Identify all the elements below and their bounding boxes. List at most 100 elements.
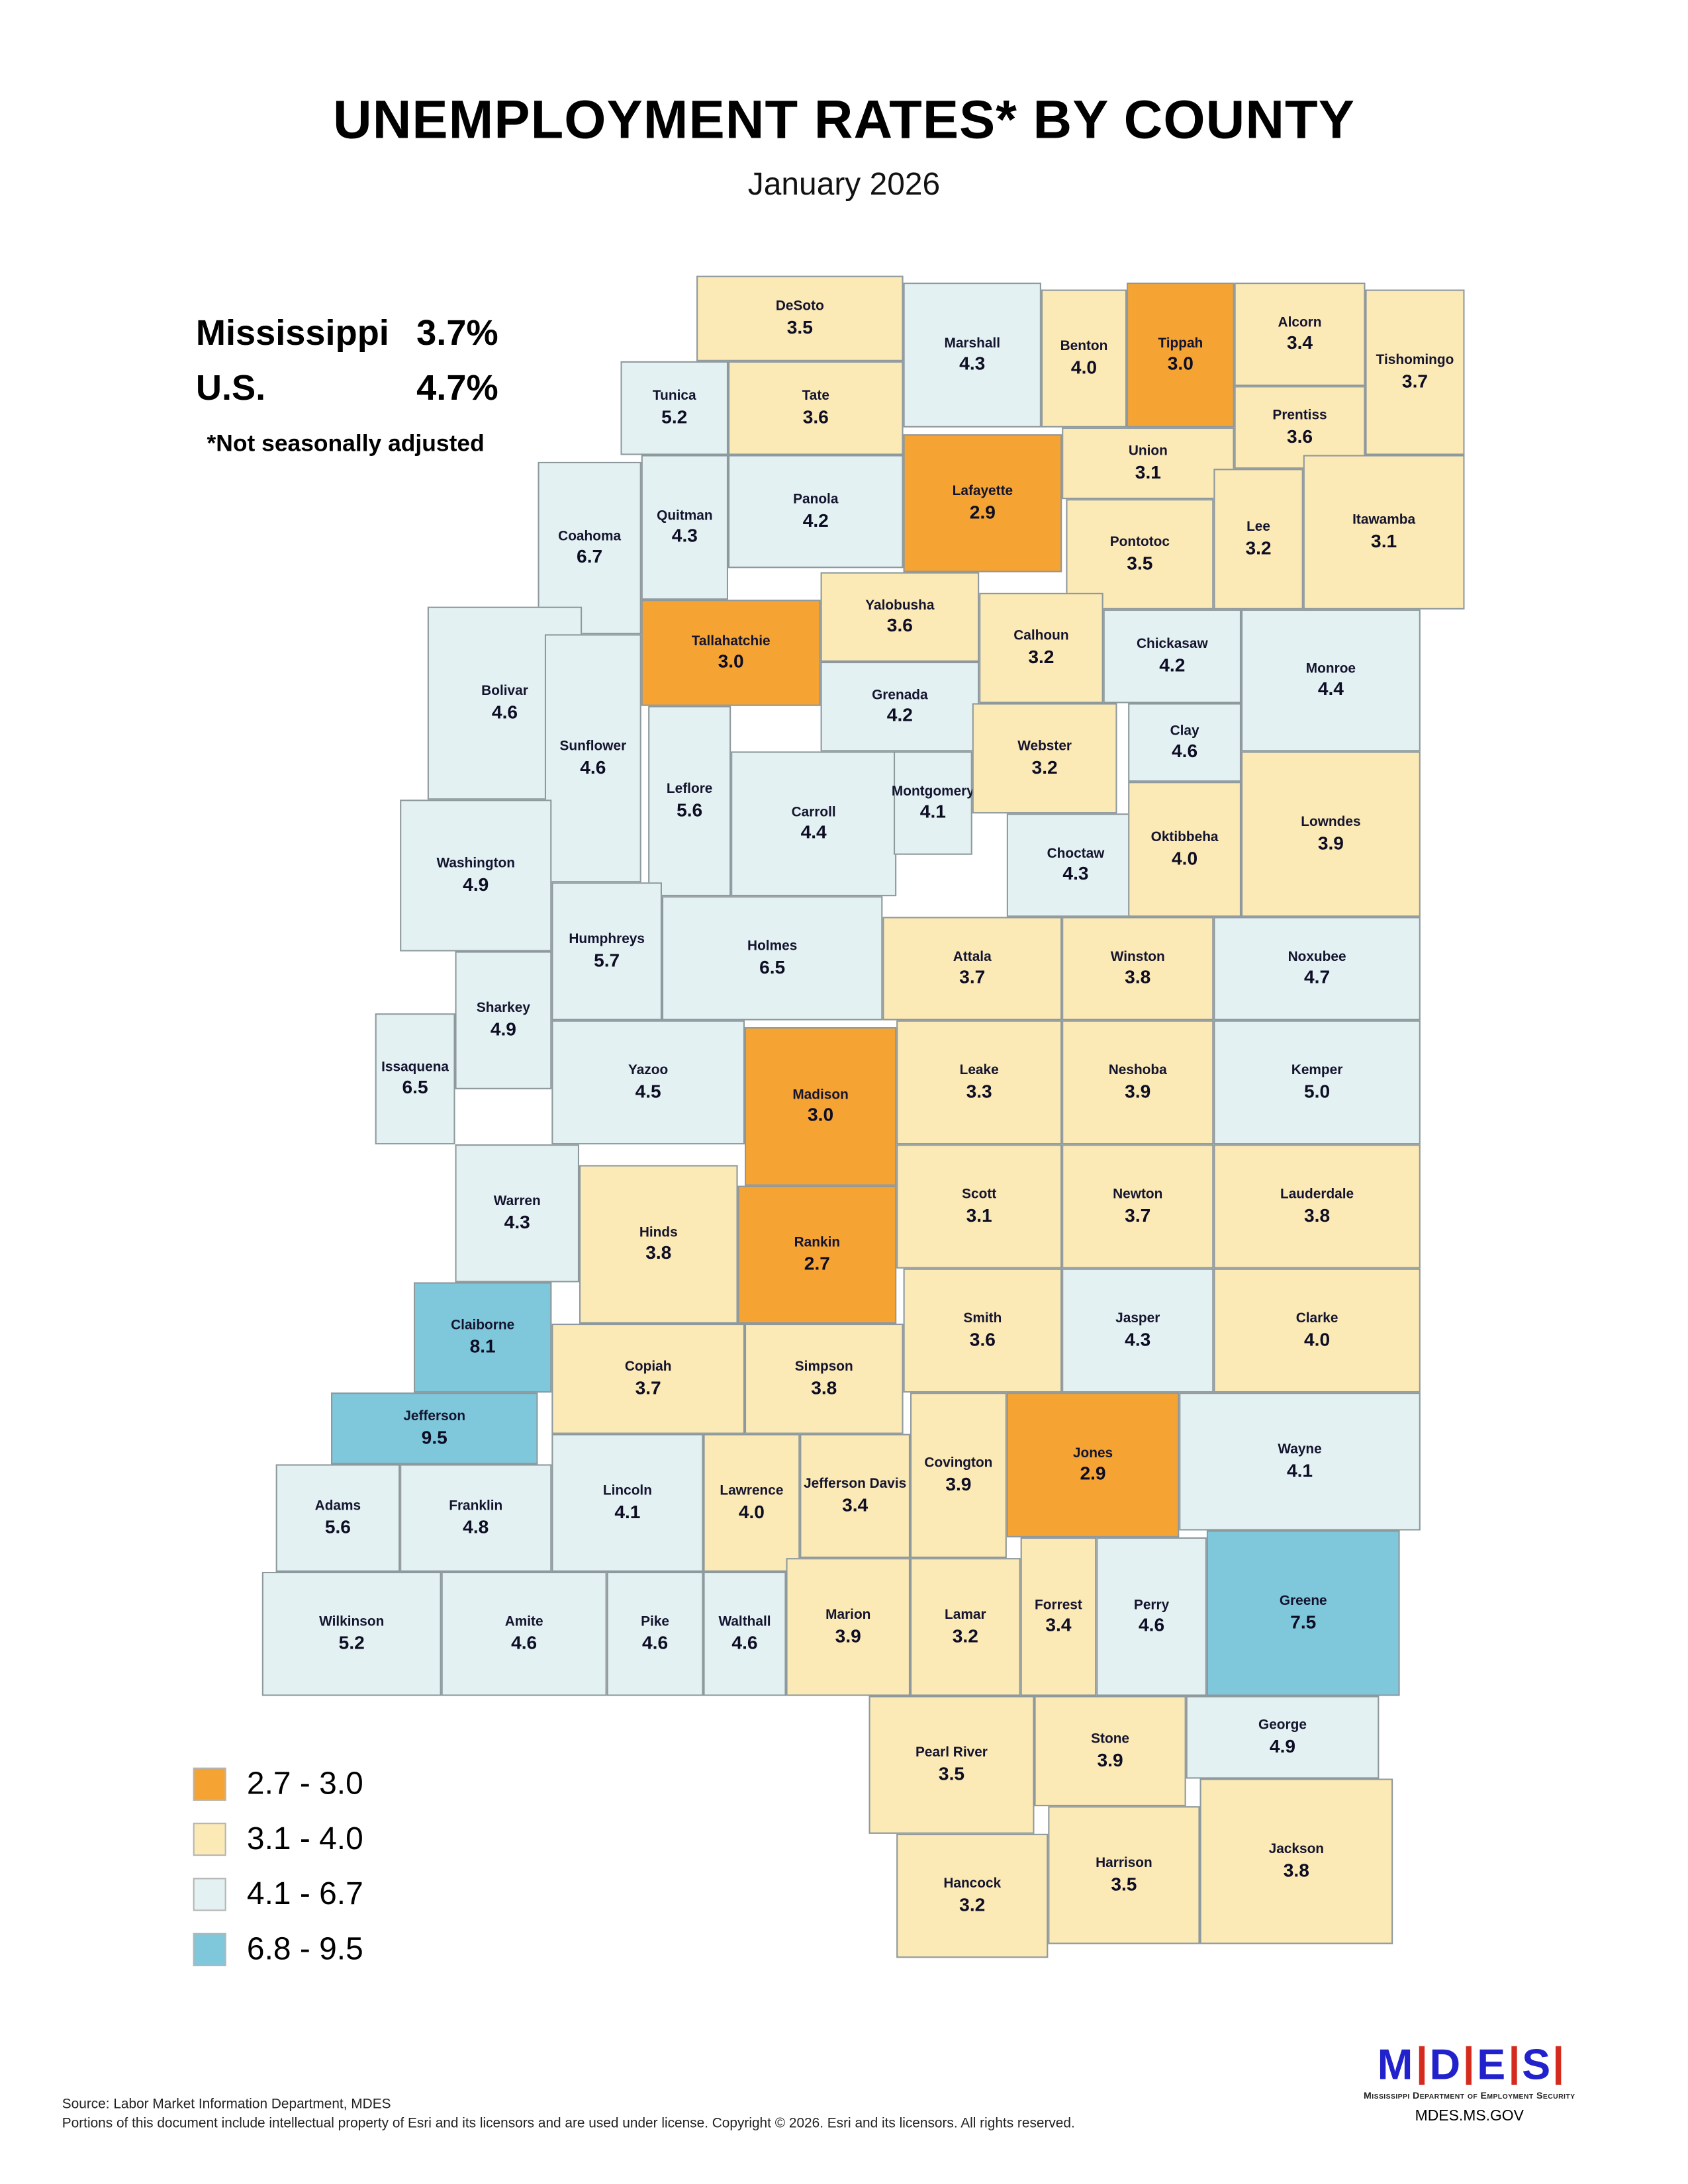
county-alcorn: Alcorn 3.4 [1234, 283, 1366, 387]
county-rate: 4.5 [635, 1080, 661, 1101]
logo-separator-bar [1466, 2046, 1472, 2085]
county-name: Walthall [718, 1615, 771, 1631]
county-hinds: Hinds 3.8 [579, 1165, 738, 1324]
logo-letter: D [1429, 2040, 1461, 2089]
county-name: Marshall [944, 336, 1001, 351]
county-marshall: Marshall 4.3 [903, 283, 1041, 428]
county-name: Clay [1170, 723, 1199, 739]
county-name: Carroll [791, 805, 836, 821]
legend-swatch [193, 1877, 226, 1911]
county-adams: Adams 5.6 [275, 1464, 400, 1572]
county-leflore: Leflore 5.6 [648, 705, 731, 897]
county-rate: 4.2 [1159, 654, 1186, 675]
county-name: Sharkey [476, 1001, 530, 1017]
county-clarke: Clarke 4.0 [1213, 1268, 1421, 1393]
county-name: Coahoma [558, 529, 622, 545]
county-rate: 4.9 [463, 873, 489, 895]
county-rate: 8.1 [469, 1335, 496, 1357]
page-title: UNEMPLOYMENT RATES* BY COUNTY [332, 91, 1355, 151]
county-rate: 3.9 [835, 1625, 861, 1646]
county-rate: 5.6 [677, 799, 703, 820]
county-jefferson-davis: Jefferson Davis 3.4 [800, 1433, 910, 1559]
county-name: Montgomery [891, 784, 974, 800]
summary-stats: Mississippi 3.7% U.S. 4.7% [196, 312, 498, 422]
county-rate: 3.9 [1097, 1749, 1123, 1770]
county-calhoun: Calhoun 3.2 [979, 592, 1103, 704]
county-name: Wilkinson [319, 1615, 385, 1631]
county-rate: 3.7 [635, 1377, 661, 1398]
county-rate: 4.0 [1172, 847, 1198, 868]
county-greene: Greene 7.5 [1206, 1530, 1400, 1696]
county-rate: 6.7 [577, 546, 603, 567]
county-rate: 5.2 [338, 1631, 365, 1653]
county-name: Choctaw [1047, 846, 1105, 862]
county-lafayette: Lafayette 2.9 [903, 434, 1062, 572]
legend-item: 3.1 - 4.0 [193, 1820, 363, 1857]
county-name: Attala [953, 950, 992, 966]
county-desoto: DeSoto 3.5 [696, 275, 904, 361]
county-rate: 4.6 [1139, 1614, 1165, 1635]
county-name: Itawamba [1352, 513, 1416, 529]
county-name: Wayne [1278, 1442, 1322, 1458]
county-name: George [1258, 1718, 1307, 1734]
county-rate: 4.1 [919, 801, 946, 822]
county-rate: 3.7 [1125, 1204, 1151, 1226]
county-montgomery: Montgomery 4.1 [891, 751, 974, 855]
county-name: Jackson [1268, 1843, 1325, 1858]
county-name: Holmes [747, 939, 798, 955]
state-rate-label: Mississippi [195, 311, 389, 353]
county-scott: Scott 3.1 [896, 1144, 1062, 1269]
legend: 2.7 - 3.0 3.1 - 4.0 4.1 - 6.7 6.8 - 9.5 [193, 1765, 363, 1985]
county-name: Amite [504, 1615, 543, 1631]
county-rate: 3.8 [811, 1377, 837, 1398]
county-stone: Stone 3.9 [1034, 1696, 1186, 1807]
county-name: Perry [1133, 1598, 1170, 1614]
mdes-org-name: Mississippi Department of Employment Sec… [1364, 2091, 1575, 2101]
county-rate: 3.2 [1028, 646, 1055, 667]
legend-swatch [193, 1766, 226, 1800]
county-rate: 3.0 [1167, 353, 1194, 374]
county-hancock: Hancock 3.2 [896, 1833, 1049, 1958]
county-name: Oktibbeha [1150, 830, 1219, 846]
legend-swatch [193, 1822, 226, 1856]
county-rate: 4.6 [642, 1631, 669, 1653]
county-name: Warren [493, 1194, 541, 1210]
county-rate: 3.8 [645, 1242, 672, 1263]
county-name: Humphreys [569, 933, 645, 948]
county-rankin: Rankin 2.7 [737, 1185, 897, 1324]
county-yazoo: Yazoo 4.5 [551, 1020, 745, 1145]
logo-separator-bar [1511, 2046, 1517, 2085]
county-rate: 4.0 [1070, 356, 1098, 377]
seasonal-adjustment-note: *Not seasonally adjusted [207, 430, 485, 457]
county-rate: 5.2 [661, 406, 688, 427]
county-neshoba: Neshoba 3.9 [1062, 1020, 1214, 1145]
county-name: Lincoln [602, 1484, 652, 1500]
county-name: Quitman [657, 508, 713, 524]
county-rate: 4.3 [671, 525, 698, 547]
county-rate: 4.7 [1304, 966, 1331, 987]
county-rate: 2.7 [804, 1252, 830, 1274]
county-wilkinson: Wilkinson 5.2 [261, 1572, 442, 1696]
county-smith: Smith 3.6 [903, 1268, 1062, 1393]
county-lamar: Lamar 3.2 [910, 1558, 1021, 1696]
county-jefferson: Jefferson 9.5 [330, 1392, 538, 1465]
county-name: Lafayette [952, 484, 1013, 500]
county-name: Prentiss [1272, 408, 1327, 424]
county-amite: Amite 4.6 [441, 1572, 607, 1696]
county-name: Alcorn [1278, 315, 1322, 331]
county-rate: 3.6 [802, 406, 829, 427]
us-rate-value: 4.7% [416, 367, 498, 408]
county-rate: 4.9 [1269, 1735, 1296, 1756]
county-rate: 3.7 [1401, 370, 1429, 391]
county-jasper: Jasper 4.3 [1062, 1268, 1214, 1393]
county-name: DeSoto [775, 299, 824, 315]
county-washington: Washington 4.9 [400, 799, 552, 952]
county-rate: 4.3 [1062, 863, 1089, 884]
county-name: Lamar [945, 1608, 986, 1623]
us-rate-row: U.S. 4.7% [196, 367, 498, 410]
county-rate: 3.4 [1286, 332, 1313, 353]
county-name: Simpson [794, 1359, 853, 1375]
county-name: Leake [959, 1063, 999, 1079]
